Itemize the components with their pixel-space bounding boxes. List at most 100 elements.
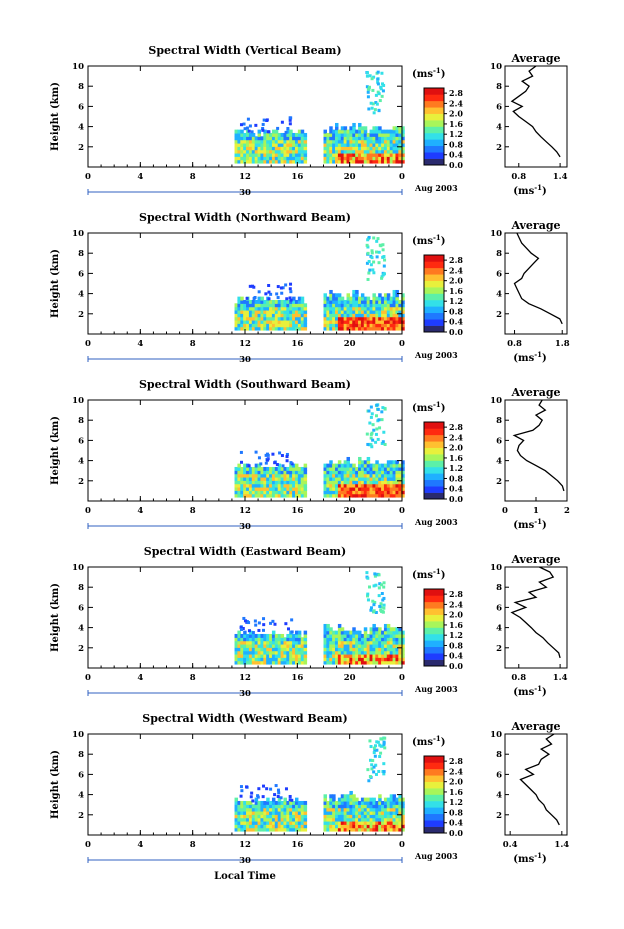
heatmap-cell (375, 139, 379, 144)
heatmap-cell (297, 637, 302, 642)
heatmap-cell (369, 436, 373, 440)
heatmap-cell (248, 306, 253, 311)
heatmap-cell (283, 466, 287, 471)
heatmap-cell (248, 309, 253, 314)
heatmap-cell (395, 486, 399, 491)
heatmap-cell (358, 820, 362, 825)
heatmap-cell (329, 159, 333, 164)
heatmap-cell (401, 824, 405, 829)
heatmap-cell (363, 156, 368, 161)
heatmap-cell (283, 657, 287, 662)
heatmap-cell (286, 473, 290, 478)
heatmap-cell (303, 309, 308, 314)
heatmap-cell (369, 146, 374, 151)
heatmap-cell (292, 493, 296, 498)
heatmap-cell (300, 807, 305, 812)
heatmap-cell (363, 817, 368, 822)
heatmap-cell (266, 323, 270, 328)
heatmap-cell (383, 480, 388, 485)
heatmap-cell (343, 794, 348, 799)
heatmap-cell (290, 630, 294, 634)
heatmap-cell (254, 139, 259, 144)
heatmap-cell (398, 827, 402, 832)
heatmap-cell (243, 824, 247, 829)
heatmap-cell (234, 804, 239, 809)
heatmap-cell (371, 102, 375, 106)
colorbar-swatch (424, 107, 444, 114)
heatmap-cell (263, 810, 267, 815)
heatmap-cell (366, 640, 371, 645)
heatmap-cell (381, 640, 385, 645)
heatmap-cell (349, 640, 353, 645)
heatmap-cell (286, 127, 290, 131)
heatmap-cell (363, 136, 368, 141)
heatmap-cell (260, 807, 264, 812)
heatmap-cell (386, 817, 391, 822)
heatmap-cell (335, 827, 339, 832)
heatmap-cell (375, 824, 379, 829)
heatmap-cell (271, 483, 276, 488)
heatmap-cell (363, 797, 368, 802)
heatmap-cell (381, 476, 385, 481)
heatmap-cell (263, 817, 267, 822)
heatmap-cell (274, 784, 278, 788)
heatmap-cell (349, 483, 353, 488)
x-tick-label: 0 (399, 673, 405, 683)
heatmap-cell (261, 122, 265, 126)
heatmap-cell (274, 473, 279, 478)
colorbar-tick-label: 2.4 (449, 766, 463, 776)
heatmap-cell (378, 637, 382, 642)
heatmap-cell (329, 797, 333, 802)
heatmap-cell (346, 797, 351, 802)
heatmap-cell (260, 159, 264, 164)
heatmap-cell (332, 470, 336, 475)
heatmap-cell (349, 827, 353, 832)
heatmap-cell (355, 640, 359, 645)
heatmap-cell (343, 156, 348, 161)
heatmap-cell (326, 139, 330, 144)
average-y-tick-label: 10 (490, 396, 502, 406)
heatmap-cell (263, 470, 267, 475)
heatmap-cell (352, 647, 356, 652)
heatmap-cell (257, 490, 262, 495)
heatmap-cell (395, 146, 399, 151)
heatmap-cell (372, 751, 376, 755)
average-x-tick-label: 1.4 (553, 172, 568, 182)
heatmap-cell (277, 640, 282, 645)
heatmap-cell (292, 647, 296, 652)
y-tick-label: 6 (78, 269, 84, 279)
heatmap-cell (379, 244, 383, 248)
x-tick-label: 12 (239, 840, 251, 850)
heatmap-cell (386, 466, 391, 471)
heatmap-cell (382, 264, 386, 268)
heatmap-cell (398, 483, 402, 488)
heatmap-cell (372, 463, 376, 468)
heatmap-cell (375, 650, 379, 655)
heatmap-cell (254, 827, 259, 832)
heatmap-cell (240, 306, 244, 311)
heatmap-cell (392, 296, 397, 301)
heatmap-cell (280, 319, 285, 324)
heatmap-cell (297, 643, 302, 648)
heatmap-cell (257, 480, 262, 485)
heatmap-cell (300, 466, 305, 471)
heatmap-cell (389, 480, 394, 485)
heatmap-cell (248, 483, 253, 488)
heatmap-cell (378, 476, 382, 481)
heatmap-cell (269, 807, 273, 812)
heatmap-cell (401, 800, 405, 805)
colorbar-tick-label: 2.0 (449, 610, 463, 620)
colorbar-tick-label: 0.0 (449, 661, 463, 671)
heatmap-cell (349, 643, 353, 648)
heatmap-cell (303, 319, 308, 324)
heatmap-cell (234, 640, 239, 645)
heatmap-cell (323, 152, 327, 157)
heatmap-cell (257, 313, 262, 318)
heatmap-cell (375, 653, 379, 658)
heatmap-cell (389, 637, 394, 642)
date-label: 30 (239, 522, 251, 532)
heatmap-cell (363, 657, 368, 662)
heatmap-cell (352, 797, 356, 802)
heatmap-cell (332, 490, 336, 495)
colorbar-swatch (424, 100, 444, 108)
